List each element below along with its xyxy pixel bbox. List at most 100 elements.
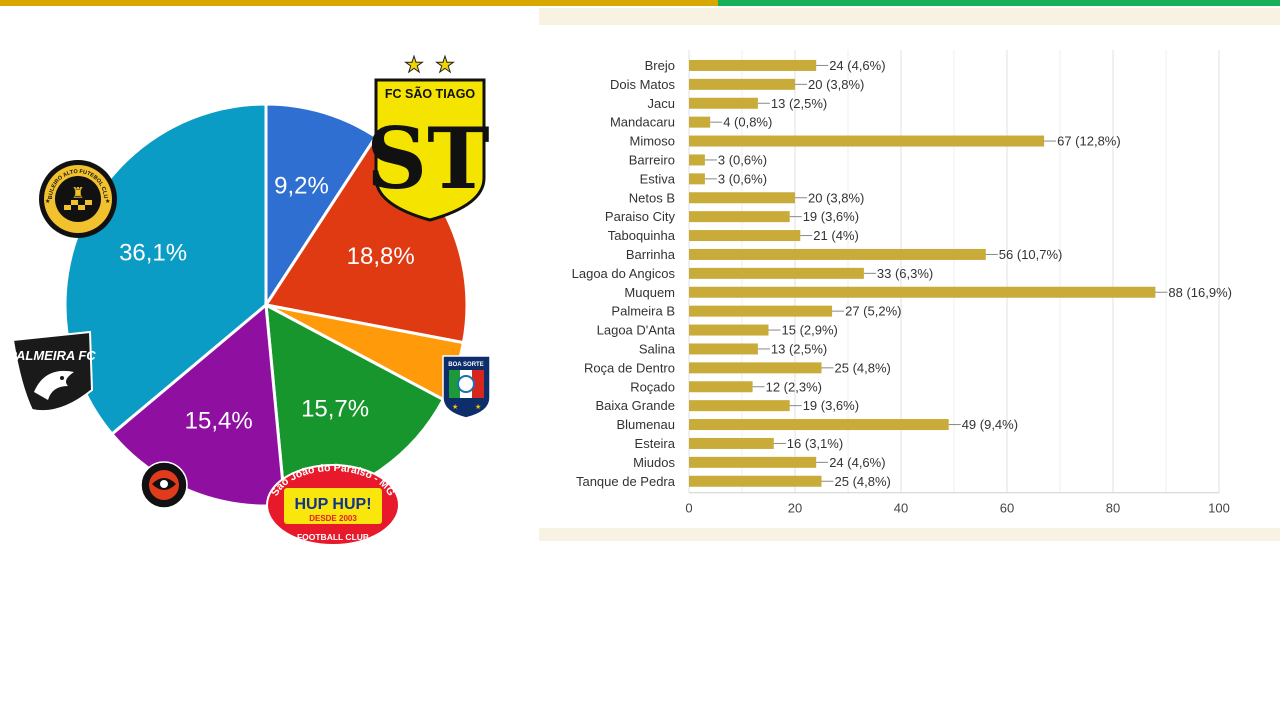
- logo-hup-bottom: FOOTBALL CLUB: [297, 532, 369, 542]
- y-category-label: Taboquinha: [608, 228, 676, 243]
- bar-data-label: 21 (4%): [813, 228, 859, 243]
- bar: [689, 305, 833, 317]
- logo-hup-name: HUP HUP!: [294, 496, 371, 513]
- bar: [689, 248, 986, 260]
- y-category-label: Salina: [639, 341, 676, 356]
- pie-slice-label: 15,7%: [301, 396, 369, 423]
- y-category-label: Miudos: [633, 455, 675, 470]
- bar-data-label: 12 (2,3%): [766, 379, 822, 394]
- bar-data-label: 16 (3,1%): [787, 436, 843, 451]
- x-tick-label: 40: [894, 501, 908, 516]
- star-icon: ★: [105, 198, 110, 205]
- bar: [689, 230, 801, 242]
- logo-hup-since: DESDE 2003: [309, 514, 357, 523]
- y-category-label: Paraiso City: [605, 209, 676, 224]
- y-category-label: Netos B: [629, 190, 675, 205]
- logo-palmeira-fc: PALMEIRA FC: [8, 330, 96, 413]
- bar-data-label: 19 (3,6%): [803, 209, 859, 224]
- bar-data-label: 3 (0,6%): [718, 152, 767, 167]
- y-category-label: Barreiro: [629, 152, 675, 167]
- bar-data-label: 27 (5,2%): [845, 304, 901, 319]
- pie-slice-label: 18,8%: [347, 243, 415, 270]
- logo-palmeira-title: PALMEIRA FC: [8, 348, 96, 363]
- bar: [689, 419, 949, 431]
- bar-data-label: 20 (3,8%): [808, 77, 864, 92]
- bar: [689, 78, 795, 90]
- logo-sao-tiago-mark: ST: [366, 109, 489, 208]
- bar: [689, 97, 758, 109]
- cross-icon: †: [455, 143, 463, 159]
- pie-slice-label: 9,2%: [274, 173, 329, 200]
- bar: [689, 324, 769, 336]
- bar-grid: [688, 50, 1220, 494]
- y-category-label: Mimoso: [629, 134, 675, 149]
- bar-data-label: 25 (4,8%): [835, 474, 891, 489]
- y-category-label: Blumenau: [616, 417, 675, 432]
- bar: [689, 456, 817, 468]
- chess-piece-icon: ♜: [71, 185, 84, 202]
- bar: [689, 343, 758, 355]
- bar: [689, 154, 705, 166]
- bar-data-label: 20 (3,8%): [808, 190, 864, 205]
- bar: [689, 381, 753, 393]
- y-category-label: Barrinha: [626, 247, 676, 262]
- bar: [689, 286, 1156, 298]
- star-icon: ★: [475, 403, 481, 411]
- bar-chart: Brejo 24 (4,6%) Dois Matos 20 (3,8%) Jacu 13 …: [572, 50, 1232, 516]
- logo-boa-sorte-title: BOA SORTE: [448, 362, 483, 368]
- bar-data-label: 67 (12,8%): [1057, 134, 1121, 149]
- chart-band-bottom: [539, 528, 1280, 541]
- x-tick-label: 0: [685, 501, 692, 516]
- bar-data-label: 24 (4,6%): [829, 58, 885, 73]
- bar: [689, 400, 790, 412]
- bar-data-label: 56 (10,7%): [999, 247, 1063, 262]
- bar-data-label: 24 (4,6%): [829, 455, 885, 470]
- x-tick-label: 80: [1106, 501, 1120, 516]
- logo-sao-tiago-title: FC SÃO TIAGO: [385, 86, 476, 101]
- chart-band-top: [539, 8, 1280, 25]
- y-category-label: Estiva: [640, 171, 676, 186]
- pie-slice: [264, 102, 378, 311]
- bar: [689, 267, 864, 279]
- bar-data-label: 88 (16,9%): [1168, 285, 1232, 300]
- y-category-label: Roçado: [630, 379, 675, 394]
- top-accent-bar: [0, 0, 1280, 6]
- bar: [689, 475, 822, 487]
- bar: [689, 135, 1045, 147]
- bar: [689, 192, 795, 204]
- bar-data-label: 4 (0,8%): [723, 115, 772, 130]
- pie-slice-label: 15,4%: [185, 407, 253, 434]
- bar-data-label: 25 (4,8%): [835, 360, 891, 375]
- bar-data-label: 19 (3,6%): [803, 398, 859, 413]
- star-icon: ★: [435, 52, 455, 77]
- star-icon: ★: [404, 52, 424, 77]
- top-bar-green: [718, 0, 1280, 6]
- y-category-label: Brejo: [645, 58, 675, 73]
- pie-slices: [63, 102, 469, 508]
- y-category-label: Esteira: [635, 436, 676, 451]
- x-tick-label: 100: [1208, 501, 1230, 516]
- y-category-label: Dois Matos: [610, 77, 676, 92]
- y-category-label: Palmeira B: [611, 304, 675, 319]
- bar: [689, 437, 774, 449]
- y-category-label: Lagoa do Angicos: [572, 266, 676, 281]
- pie-labels: 36,1% 9,2% 18,8% 15,7% 15,4%: [119, 173, 415, 435]
- bar: [689, 173, 705, 185]
- y-category-label: Jacu: [648, 96, 675, 111]
- x-tick-label: 60: [1000, 501, 1014, 516]
- pie-chart: 36,1% 9,2% 18,8% 15,7% 15,4% ★ ★ FC SÃO TIAG…: [0, 0, 491, 546]
- y-category-label: Muquem: [624, 285, 675, 300]
- bar-data-label: 13 (2,5%): [771, 341, 827, 356]
- logo-fc-sao-tiago: ★ ★ FC SÃO TIAGO ST †: [366, 52, 490, 222]
- bar-data-label: 15 (2,9%): [782, 323, 838, 338]
- star-icon: ★: [45, 198, 50, 205]
- logo-tabuleiro-alto: TABULEIRO ALTO FUTEBOL CLUBE ♜ ★ ★: [0, 0, 117, 238]
- bar-data-label: 49 (9,4%): [962, 417, 1018, 432]
- bar-data-label: 33 (6,3%): [877, 266, 933, 281]
- star-icon: ★: [452, 403, 458, 411]
- y-category-label: Lagoa D'Anta: [597, 323, 676, 338]
- y-category-label: Baixa Grande: [596, 398, 676, 413]
- y-category-label: Tanque de Pedra: [576, 474, 676, 489]
- y-category-label: Roça de Dentro: [584, 360, 675, 375]
- bar: [689, 116, 711, 128]
